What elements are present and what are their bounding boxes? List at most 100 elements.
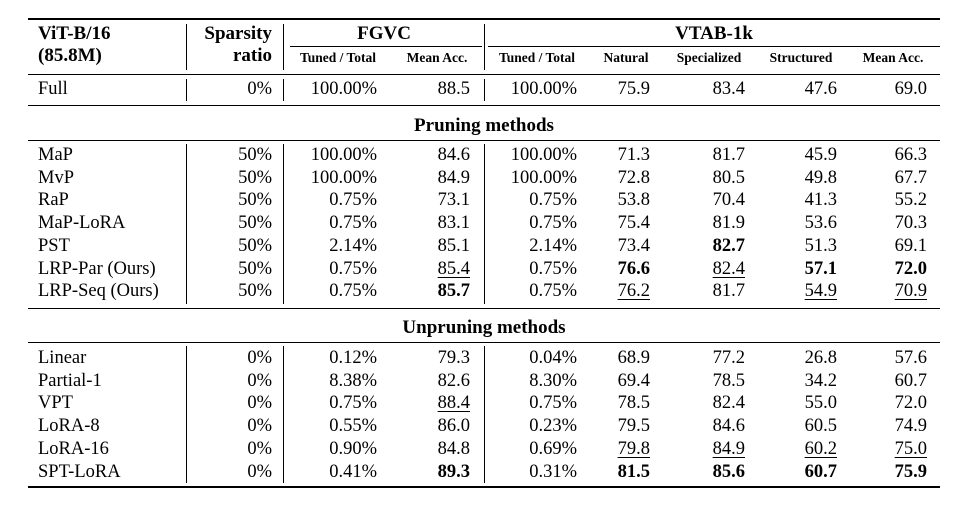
- value-cell: 78.5: [712, 370, 745, 391]
- method-cell: LoRA-8: [38, 416, 100, 437]
- value-cell: 78.5: [617, 393, 650, 414]
- value-cell: 76.2: [617, 281, 650, 302]
- value-cell: 2.14%: [329, 235, 377, 256]
- vbar-12: [484, 346, 485, 483]
- value-cell: 60.7: [804, 461, 837, 482]
- value-cell: 0.90%: [329, 438, 377, 459]
- value-cell: 53.8: [617, 190, 650, 211]
- value-cell: 0.23%: [529, 416, 577, 437]
- table-row: LoRA-8 0% 0.55% 86.0 0.23% 79.5 84.6 60.5 74.9: [0, 417, 955, 439]
- table-row: VPT 0% 0.75% 88.4 0.75% 78.5 82.4 55.0 72.0: [0, 394, 955, 416]
- value-cell: 85.1: [437, 235, 470, 256]
- value-cell: 49.8: [804, 167, 837, 188]
- value-cell: 0.31%: [529, 461, 577, 482]
- vbar-7: [186, 144, 187, 304]
- value-cell: 70.3: [894, 213, 927, 234]
- method-cell: Linear: [38, 348, 87, 368]
- value-cell: 0.75%: [329, 393, 377, 414]
- value-cell: 81.7: [712, 145, 745, 165]
- value-cell: 75.4: [617, 213, 650, 234]
- value-cell: 0.69%: [529, 438, 577, 459]
- value-cell: 0.12%: [329, 348, 377, 368]
- fgvc-header: FGVC: [357, 23, 411, 44]
- table-row: MvP 50% 100.00% 84.9 100.00% 72.8 80.5 49.8 67.7: [0, 169, 955, 191]
- value-cell: 55.2: [894, 190, 927, 211]
- vtab-cmidrule: [488, 46, 940, 47]
- value-cell: 82.6: [437, 370, 470, 391]
- value-cell: 71.3: [617, 145, 650, 165]
- value-cell: 75.0: [894, 438, 927, 459]
- value-cell: 100.00%: [510, 167, 577, 188]
- table-row: LRP-Seq (Ours) 50% 0.75% 85.7 0.75% 76.2 81.7 5…: [0, 282, 955, 304]
- value-cell: 83.4: [712, 79, 745, 99]
- top-rule: [28, 18, 940, 20]
- value-cell: 75.9: [617, 79, 650, 99]
- sparsity-cell: 50%: [238, 281, 272, 302]
- value-cell: 79.5: [617, 416, 650, 437]
- table-row: Linear 0% 0.12% 79.3 0.04% 68.9 77.2 26.8 57.6: [0, 349, 955, 371]
- value-cell: 82.4: [712, 258, 745, 279]
- value-cell: 2.14%: [529, 235, 577, 256]
- table-row: MaP 50% 100.00% 84.6 100.00% 71.3 81.7 45.9 66.3: [0, 146, 955, 168]
- subcol-fgvc-tuned: Tuned / Total: [299, 50, 377, 65]
- value-cell: 84.6: [712, 416, 745, 437]
- value-cell: 66.3: [894, 145, 927, 165]
- value-cell: 84.8: [437, 438, 470, 459]
- sparsity-cell: 0%: [247, 416, 272, 437]
- vbar-10: [186, 346, 187, 483]
- value-cell: 75.9: [894, 461, 927, 482]
- value-cell: 100.00%: [310, 145, 377, 165]
- sparsity-cell: 0%: [247, 461, 272, 482]
- value-cell: 69.0: [894, 79, 927, 99]
- value-cell: 72.0: [894, 393, 927, 414]
- value-cell: 77.2: [712, 348, 745, 368]
- value-cell: 74.9: [894, 416, 927, 437]
- unpruning-title-rule: [28, 342, 940, 343]
- vbar-6: [484, 79, 485, 101]
- subcol-fgvc-mean: Mean Acc.: [406, 50, 468, 65]
- value-cell: 81.9: [712, 213, 745, 234]
- vbar-1: [186, 24, 187, 70]
- table-row-full: Full 0% 100.00% 88.5 100.00% 75.9 83.4 47.6 69.0: [0, 80, 955, 102]
- value-cell: 89.3: [437, 461, 470, 482]
- value-cell: 85.6: [712, 461, 745, 482]
- subcol-natural: Natural: [603, 50, 649, 65]
- vbar-8: [283, 144, 284, 304]
- value-cell: 0.41%: [329, 461, 377, 482]
- value-cell: 73.1: [437, 190, 470, 211]
- value-cell: 81.5: [617, 461, 650, 482]
- sparsity-cell: 0%: [247, 348, 272, 368]
- table-row: LRP-Par (Ours) 50% 0.75% 85.4 0.75% 76.6 82.4 5…: [0, 258, 955, 282]
- subcol-structured: Structured: [769, 50, 833, 65]
- pruning-end-rule: [28, 308, 940, 309]
- value-cell: 72.8: [617, 167, 650, 188]
- sparsity-cell: 0%: [247, 438, 272, 459]
- value-cell: 88.4: [437, 393, 470, 414]
- vbar-3: [484, 24, 485, 70]
- method-cell: PST: [38, 235, 70, 256]
- sparsity-cell: 50%: [238, 190, 272, 211]
- method-cell: MvP: [38, 167, 74, 188]
- table-row: Partial-1 0% 8.38% 82.6 8.30% 69.4 78.5 34.2 60.…: [0, 372, 955, 394]
- value-cell: 57.6: [894, 348, 927, 368]
- value-cell: 45.9: [804, 145, 837, 165]
- method-cell: LoRA-16: [38, 438, 109, 459]
- value-cell: 76.6: [617, 258, 650, 279]
- value-cell: 73.4: [617, 235, 650, 256]
- value-cell: 80.5: [712, 167, 745, 188]
- value-cell: 88.5: [437, 79, 470, 99]
- vbar-11: [283, 346, 284, 483]
- subcol-vtab-mean: Mean Acc.: [862, 50, 924, 65]
- value-cell: 57.1: [804, 258, 837, 279]
- method-cell: MaP: [38, 145, 73, 165]
- value-cell: 0.75%: [329, 190, 377, 211]
- value-cell: 0.75%: [529, 258, 577, 279]
- header-rule: [28, 74, 940, 75]
- value-cell: 85.4: [437, 258, 470, 279]
- pruning-title-rule: [28, 140, 940, 141]
- value-cell: 70.9: [894, 281, 927, 302]
- value-cell: 100.00%: [310, 167, 377, 188]
- section-title-unpruning: Unpruning methods: [402, 317, 566, 338]
- method-cell: VPT: [38, 393, 73, 414]
- value-cell: 83.1: [437, 213, 470, 234]
